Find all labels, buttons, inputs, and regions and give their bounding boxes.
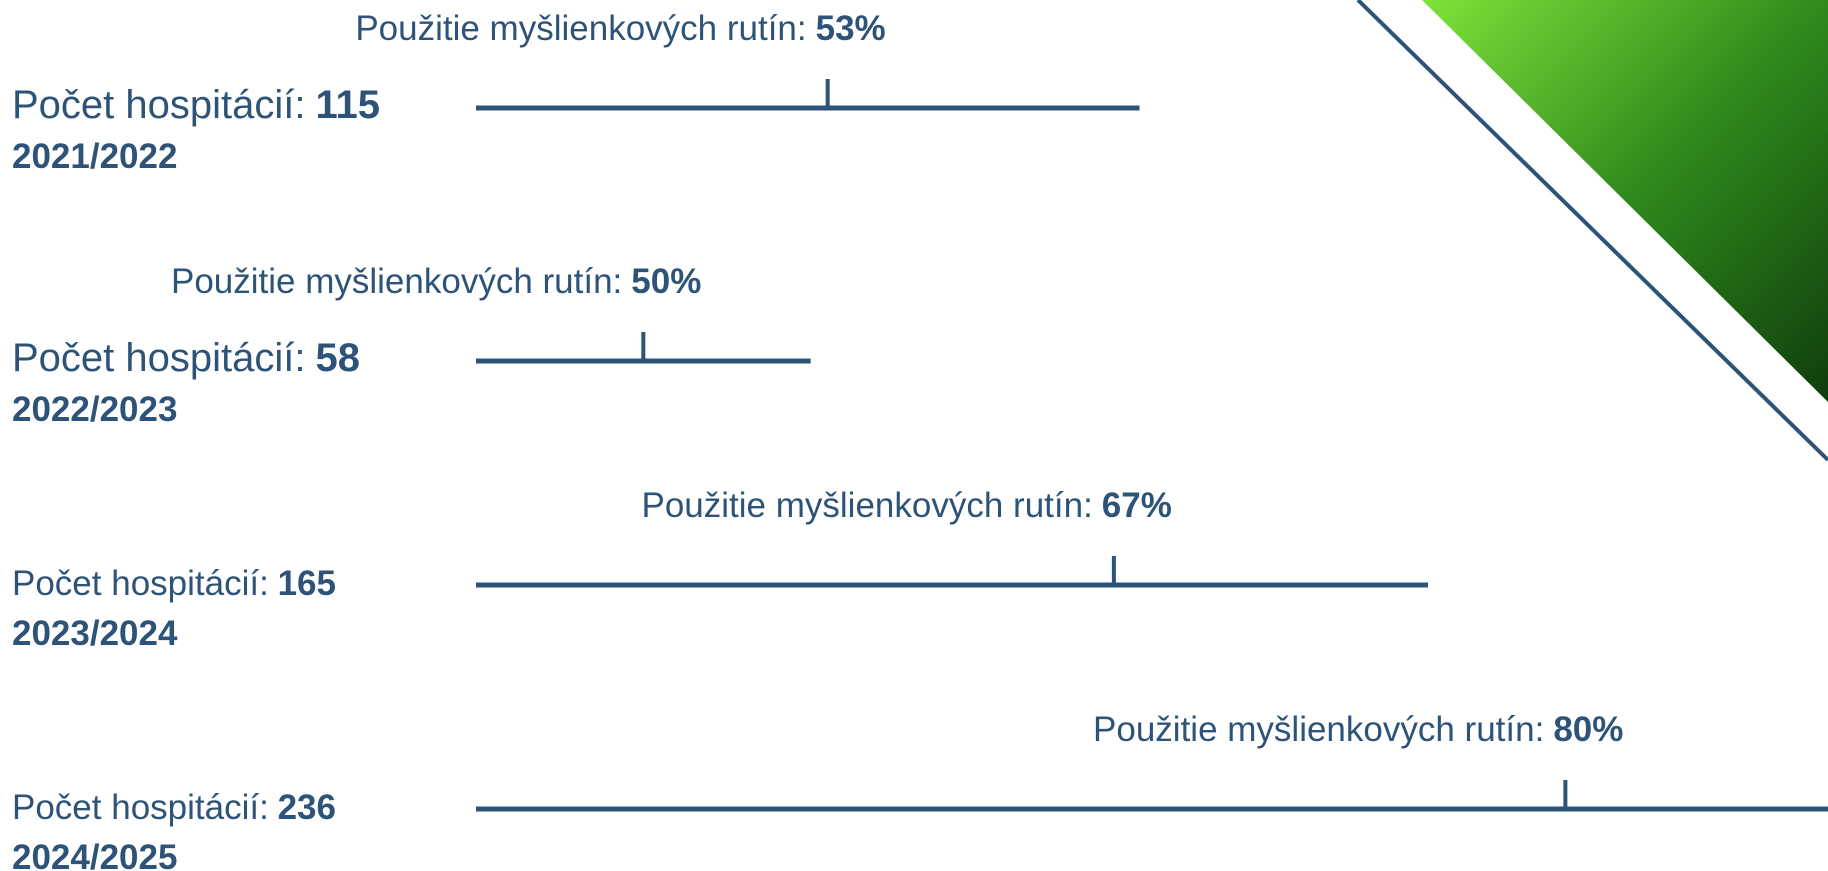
percent-name: Použitie myšlienkových rutín: [355, 9, 806, 48]
count-label: Počet hospitácií:165 [12, 564, 336, 603]
count-name: Počet hospitácií: [12, 83, 306, 127]
count-value: 165 [278, 564, 336, 603]
percent-label: Použitie myšlienkových rutín:50% [171, 262, 701, 301]
count-name: Počet hospitácií: [12, 564, 269, 603]
chart: Počet hospitácií:1152021/2022Použitie my… [0, 0, 1828, 871]
count-name: Počet hospitácií: [12, 788, 269, 827]
year-label: 2023/2024 [12, 614, 178, 653]
count-value: 236 [278, 788, 336, 827]
year-label: 2024/2025 [12, 838, 177, 871]
year-label: 2022/2023 [12, 390, 177, 429]
count-label: Počet hospitácií:115 [12, 83, 380, 127]
percent-value: 50% [631, 262, 701, 301]
count-label: Počet hospitácií:58 [12, 336, 360, 380]
count-name: Počet hospitácií: [12, 336, 306, 380]
percent-label: Použitie myšlienkových rutín: 53% [355, 9, 885, 48]
percent-name: Použitie myšlienkových rutín: [1093, 710, 1544, 749]
percent-name: Použitie myšlienkových rutín: [171, 262, 622, 301]
percent-value: 53% [816, 9, 886, 48]
percent-label: Použitie myšlienkových rutín:80% [1093, 710, 1623, 749]
percent-value: 80% [1553, 710, 1623, 749]
page: Počet hospitácií:1152021/2022Použitie my… [0, 0, 1828, 871]
year-label: 2021/2022 [12, 137, 177, 176]
count-label: Počet hospitácií:236 [12, 788, 336, 827]
count-value: 115 [316, 83, 381, 127]
percent-label: Použitie myšlienkových rutín:67% [642, 486, 1172, 525]
percent-value: 67% [1102, 486, 1172, 525]
percent-name: Použitie myšlienkových rutín: [642, 486, 1093, 525]
count-value: 58 [316, 336, 361, 380]
decor-image [1422, 0, 1828, 402]
